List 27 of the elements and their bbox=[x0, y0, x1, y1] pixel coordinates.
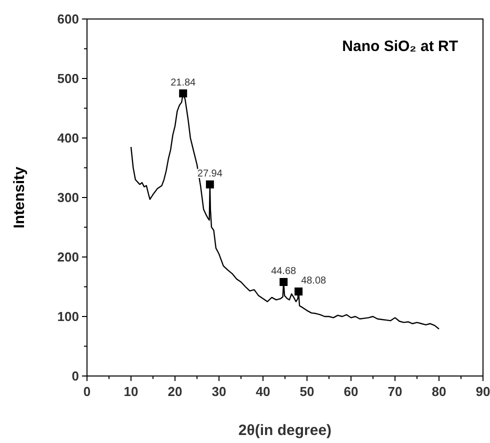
point bbox=[280, 278, 288, 286]
x-tick-label: 30 bbox=[212, 384, 226, 399]
annotation: 21.84 bbox=[170, 77, 196, 88]
x-tick-label: 80 bbox=[432, 384, 446, 399]
point bbox=[206, 180, 214, 188]
x-tick-label: 70 bbox=[388, 384, 402, 399]
x-axis-title: 2θ(in degree) bbox=[238, 422, 332, 439]
y-axis-title: Intensity bbox=[11, 166, 28, 228]
x-tick-label: 60 bbox=[344, 384, 358, 399]
y-tick-label: 600 bbox=[57, 12, 79, 26]
point bbox=[179, 89, 188, 98]
x-tick-label: 10 bbox=[124, 384, 138, 399]
x-tick-label: 90 bbox=[476, 384, 490, 399]
y-tick-label: 100 bbox=[57, 309, 79, 324]
y-tick-label: 500 bbox=[57, 71, 79, 86]
annotation: 48.08 bbox=[301, 276, 327, 287]
point bbox=[294, 288, 303, 296]
x-tick-label: 0 bbox=[83, 384, 91, 399]
y-tick-label: 200 bbox=[57, 250, 79, 264]
y-tick-label: 400 bbox=[57, 130, 79, 146]
x-tick-label: 20 bbox=[168, 384, 182, 399]
text: Nano SiO₂ at RT bbox=[342, 38, 458, 55]
y-tick-label: 300 bbox=[57, 190, 79, 205]
x-tick-label: 40 bbox=[256, 384, 270, 399]
x-tick-label: 50 bbox=[300, 384, 314, 399]
annotation: 44.68 bbox=[271, 266, 297, 277]
y-tick-label: 0 bbox=[72, 368, 79, 384]
